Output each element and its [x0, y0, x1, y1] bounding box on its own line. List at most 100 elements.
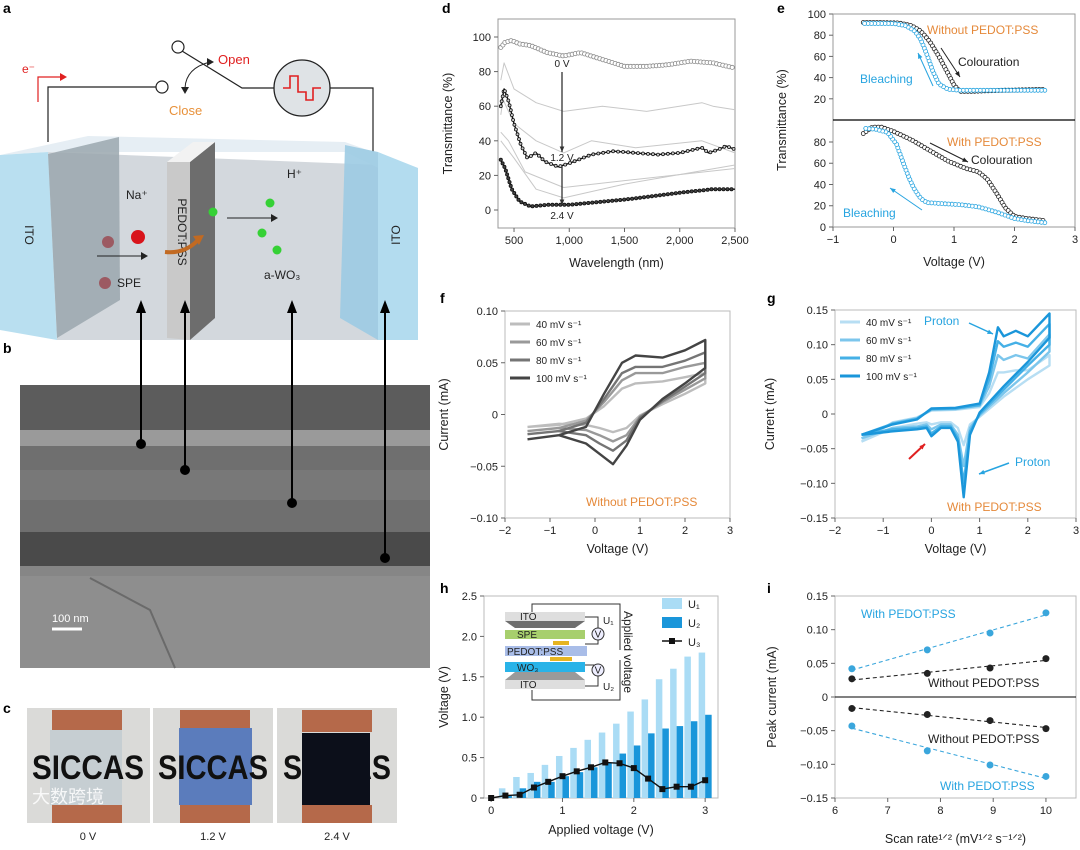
f-legend-label: 100 mV s⁻¹	[536, 374, 588, 385]
y-tick-label: −0.10	[470, 513, 498, 525]
y-tick-label: 0.05	[477, 358, 498, 370]
copper-tab-top	[180, 710, 250, 728]
d-spectrum-1-2v-marker	[502, 89, 507, 93]
d-spectrum-1-2v-marker	[549, 162, 553, 166]
e-bottom-title: With PEDOT:PSS	[947, 135, 1042, 149]
e-bottom-bleaching-arrow	[889, 187, 923, 211]
d-spectrum-2-4v-marker	[582, 201, 587, 206]
y-tick-label: 2.5	[462, 591, 477, 603]
d-spectrum-2-4v-marker	[514, 194, 519, 199]
d-spectrum-1-2v-marker	[553, 163, 558, 168]
h-bar-u1	[698, 652, 706, 798]
d-spectrum-2-4v-marker	[693, 188, 698, 193]
d-spectrum-1-2v-marker	[568, 161, 572, 165]
x-tick-label: 6	[832, 805, 838, 817]
d-spectrum-1-2v-marker	[508, 108, 513, 113]
h-bar-u2	[605, 762, 612, 798]
g-legend-label: 80 mV s⁻¹	[866, 354, 912, 365]
panel-label-c: c	[3, 700, 11, 716]
na-ion-ball-faded	[99, 277, 111, 289]
y-tick-label: 0.15	[807, 305, 828, 317]
d-spectrum-1-2v-marker	[611, 149, 615, 154]
proton-migration-arrow-head	[271, 214, 278, 222]
inset-pedot	[505, 646, 587, 656]
h-u3-marker	[645, 775, 652, 782]
panel-label-b: b	[3, 340, 12, 356]
h-bar-u2	[676, 726, 684, 798]
d-spectrum-2-4v-marker	[701, 188, 706, 193]
d-spectrum-1-2v-marker	[572, 159, 577, 164]
d-spectrum-1-2v-marker	[661, 152, 665, 157]
y-tick-label: 40	[814, 179, 826, 191]
d-spectrum-2-4v-marker	[669, 191, 674, 196]
photo-voltage-label: 2.4 V	[324, 831, 350, 843]
h-u3-marker	[516, 791, 523, 798]
x-axis-label: Wavelength (nm)	[569, 256, 664, 270]
h-u3-marker	[588, 764, 595, 771]
d-spectrum-2-4v-marker	[526, 203, 531, 208]
y-tick-label: 80	[479, 67, 491, 79]
proton-ball	[208, 207, 218, 217]
watermark: 大数跨境	[32, 787, 104, 807]
pointer-head	[136, 300, 146, 313]
d-spectrum-1-2v-marker	[671, 151, 675, 156]
inset-spe	[505, 630, 585, 639]
x-tick-label: −2	[829, 525, 842, 537]
i-point-1	[986, 664, 994, 672]
circuit-wire-right	[330, 87, 374, 158]
electron-label: e⁻	[22, 62, 35, 76]
y-tick-label: 0.15	[807, 591, 828, 603]
pedot-label: PEDOT:PSS	[175, 198, 189, 265]
h-bar-u2	[705, 714, 712, 798]
inset-applied-voltage-label: Applied voltage	[621, 611, 635, 693]
x-tick-label: 0	[890, 234, 896, 246]
h-inset-stack-diagram: V V ITO SPE PEDOT:PSS WO₃ ITO U₁ U₂ Appl…	[505, 603, 635, 701]
h-u3-marker	[488, 795, 495, 801]
d-spectrum-1-2v-marker	[621, 149, 625, 154]
inset-wo3	[505, 662, 585, 672]
sem-ito-layer	[20, 532, 430, 566]
copper-tab-top	[302, 710, 372, 732]
square-wave-icon	[283, 75, 321, 101]
d-spectrum-2-4v-marker	[721, 187, 726, 192]
d-spectrum-1-2v-marker	[727, 145, 731, 150]
voltmeter-label: V	[595, 630, 602, 641]
x-tick-label: 0	[488, 805, 494, 817]
d-spectrum-2-4v-marker	[507, 180, 512, 185]
ion-exchange-arrow-head	[193, 235, 204, 245]
y-tick-label: 40	[479, 136, 491, 148]
h-legend-label: U₂	[688, 618, 700, 630]
x-tick-label: 3	[727, 525, 733, 537]
h-bar-u2	[533, 781, 541, 798]
d-spectrum-2-4v-marker	[503, 168, 508, 173]
h-bar-u1	[670, 668, 677, 798]
d-spectrum-1-2v-marker	[518, 141, 523, 146]
x-tick-label: 3	[1072, 234, 1078, 246]
x-tick-label: 1,000	[556, 235, 584, 247]
i-fit-line-0	[851, 614, 1047, 671]
d-spectrum-1-2v-marker	[601, 150, 606, 155]
x-tick-label: 2,500	[721, 235, 749, 247]
d-spectrum-2-4v-marker	[649, 194, 654, 199]
g-proton-arrow-top-head	[987, 329, 993, 334]
h-bar-u2	[591, 767, 598, 798]
device-body	[48, 152, 383, 340]
d-spectrum-1-2v-marker	[646, 151, 650, 156]
pedot-layer-top	[167, 142, 215, 162]
y-axis-label: Transmittance (%)	[775, 69, 789, 171]
e-top-bleaching-line-marker	[862, 21, 867, 26]
sem-texture	[20, 470, 430, 500]
h-bar-u1	[598, 732, 606, 798]
g-legend-label: 40 mV s⁻¹	[866, 318, 912, 329]
sem-substrate	[20, 576, 430, 668]
photo-backdrop-text: SICCAS	[32, 749, 144, 787]
h-bar-u2	[505, 795, 512, 798]
d-spectrum-1-2v-marker	[631, 150, 635, 155]
i-label-without-positive: Without PEDOT:PSS	[928, 676, 1039, 690]
y-tick-label: −0.10	[800, 759, 828, 771]
d-spectrum-1-2v-marker	[507, 103, 512, 108]
d-spectrum-2-4v-marker	[685, 189, 690, 194]
ito-right-inner-face	[340, 145, 378, 340]
h-bar-u1	[541, 764, 549, 798]
spe-label: SPE	[117, 276, 141, 290]
